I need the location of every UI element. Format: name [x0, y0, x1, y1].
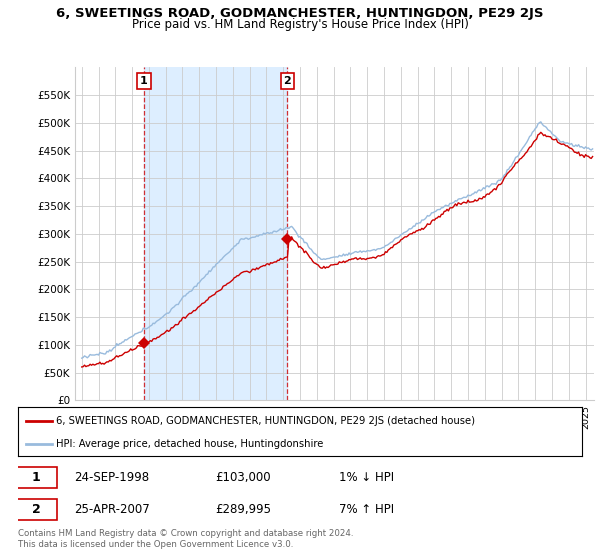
- FancyBboxPatch shape: [15, 499, 58, 520]
- Text: 2: 2: [32, 503, 41, 516]
- Text: 6, SWEETINGS ROAD, GODMANCHESTER, HUNTINGDON, PE29 2JS (detached house): 6, SWEETINGS ROAD, GODMANCHESTER, HUNTIN…: [56, 416, 475, 426]
- Text: 1: 1: [32, 471, 41, 484]
- Text: 6, SWEETINGS ROAD, GODMANCHESTER, HUNTINGDON, PE29 2JS: 6, SWEETINGS ROAD, GODMANCHESTER, HUNTIN…: [56, 7, 544, 20]
- Text: Contains HM Land Registry data © Crown copyright and database right 2024.
This d: Contains HM Land Registry data © Crown c…: [18, 529, 353, 549]
- Text: £103,000: £103,000: [215, 471, 271, 484]
- FancyBboxPatch shape: [15, 467, 58, 488]
- Text: £289,995: £289,995: [215, 503, 271, 516]
- Text: 7% ↑ HPI: 7% ↑ HPI: [340, 503, 395, 516]
- Text: Price paid vs. HM Land Registry's House Price Index (HPI): Price paid vs. HM Land Registry's House …: [131, 18, 469, 31]
- Text: HPI: Average price, detached house, Huntingdonshire: HPI: Average price, detached house, Hunt…: [56, 439, 324, 449]
- Text: 1: 1: [140, 76, 148, 86]
- Text: 25-APR-2007: 25-APR-2007: [74, 503, 150, 516]
- Text: 1% ↓ HPI: 1% ↓ HPI: [340, 471, 395, 484]
- Text: 2: 2: [284, 76, 292, 86]
- Text: 24-SEP-1998: 24-SEP-1998: [74, 471, 149, 484]
- Bar: [144, 67, 287, 400]
